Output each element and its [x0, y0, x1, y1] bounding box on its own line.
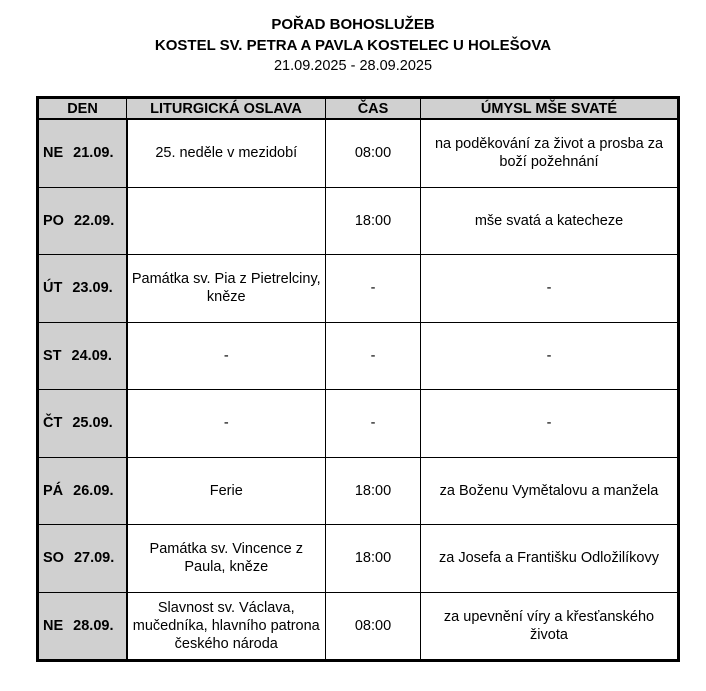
time-cell: 18:00: [325, 186, 421, 255]
page-title: POŘAD BOHOSLUŽEB: [271, 16, 435, 33]
intention-cell: -: [420, 254, 679, 323]
church-name: KOSTEL SV. PETRA A PAVLA KOSTELEC U HOLE…: [154, 37, 552, 54]
celebration-cell: [126, 186, 326, 255]
intention-cell: za Boženu Vymětalovu a manžela: [420, 456, 679, 525]
time-cell: -: [325, 389, 421, 458]
date: 26.09.: [73, 482, 114, 499]
table-row: ÚT 23.09. Památka sv. Pia z Pietrelciny, k…: [37, 254, 679, 323]
weekday: PO: [43, 212, 64, 229]
time-cell: -: [325, 254, 421, 323]
intention-cell: za Josefa a Františku Odložilíkovy: [420, 524, 679, 593]
table-row: PO 22.09. 18:00 mše svatá a katecheze: [37, 186, 679, 255]
column-header-celebration: LITURGICKÁ OSLAVA: [126, 97, 326, 120]
weekday: NE: [43, 145, 64, 162]
date: 28.09.: [73, 617, 114, 634]
celebration-cell: 25. neděle v mezidobí: [126, 118, 326, 188]
weekday: PÁ: [43, 482, 64, 499]
schedule-table: DEN LITURGICKÁ OSLAVA ČAS ÚMYSL MŠE SVAT…: [36, 96, 680, 662]
date: 27.09.: [73, 550, 115, 567]
header-row: DEN LITURGICKÁ OSLAVA ČAS ÚMYSL MŠE SVAT…: [37, 97, 679, 120]
day-cell: ČT 25.09.: [37, 389, 128, 458]
column-header-intention: ÚMYSL MŠE SVATÉ: [420, 97, 679, 120]
column-header-time: ČAS: [325, 97, 421, 120]
day-cell: NE 21.09.: [37, 118, 128, 188]
date-range: 21.09.2025 - 28.09.2025: [273, 58, 433, 74]
time-cell: -: [325, 321, 421, 390]
weekday: SO: [43, 550, 64, 567]
celebration-cell: Památka sv. Pia z Pietrelciny, kněze: [126, 254, 326, 323]
intention-cell: za upevnění víry a křesťanského života: [420, 591, 679, 661]
date: 23.09.: [72, 280, 113, 297]
celebration-cell: Památka sv. Vincence z Paula, kněze: [126, 524, 326, 593]
date: 22.09.: [73, 212, 115, 229]
time-cell: 08:00: [325, 591, 421, 661]
table-row: NE 28.09. Slavnost sv. Václava, mučedníka,…: [37, 591, 679, 661]
date: 21.09.: [73, 145, 114, 162]
date: 24.09.: [71, 347, 112, 364]
intention-cell: -: [420, 389, 679, 458]
table-row: ST 24.09. - - -: [37, 321, 679, 390]
intention-cell: na poděkování za život a prosba za boží …: [420, 118, 679, 188]
intention-cell: mše svatá a katecheze: [420, 186, 679, 255]
intention-cell: -: [420, 321, 679, 390]
day-cell: ST 24.09.: [37, 321, 128, 390]
weekday: ÚT: [43, 280, 63, 297]
day-cell: PO 22.09.: [37, 186, 128, 255]
celebration-cell: -: [126, 321, 326, 390]
day-cell: SO 27.09.: [37, 524, 128, 593]
celebration-cell: Slavnost sv. Václava, mučedníka, hlavníh…: [126, 591, 326, 661]
table-row: SO 27.09. Památka sv. Vincence z Paula, kn…: [37, 524, 679, 593]
day-cell: ÚT 23.09.: [37, 254, 128, 323]
time-cell: 18:00: [325, 456, 421, 525]
celebration-cell: -: [126, 389, 326, 458]
table-row: PÁ 26.09. Ferie 18:00 za Boženu Vymětalovu a…: [37, 456, 679, 525]
date: 25.09.: [72, 415, 113, 432]
weekday: NE: [43, 617, 64, 634]
weekday: ČT: [43, 415, 63, 432]
weekday: ST: [43, 347, 62, 364]
time-cell: 08:00: [325, 118, 421, 188]
celebration-cell: Ferie: [126, 456, 326, 525]
column-header-day: DEN: [37, 97, 127, 120]
day-cell: NE 28.09.: [37, 591, 128, 661]
day-cell: PÁ 26.09.: [37, 456, 128, 525]
table-row: ČT 25.09. - - -: [37, 389, 679, 458]
time-cell: 18:00: [325, 524, 421, 593]
table-row: NE 21.09. 25. neděle v mezidobí 08:00 na pod…: [37, 118, 679, 188]
